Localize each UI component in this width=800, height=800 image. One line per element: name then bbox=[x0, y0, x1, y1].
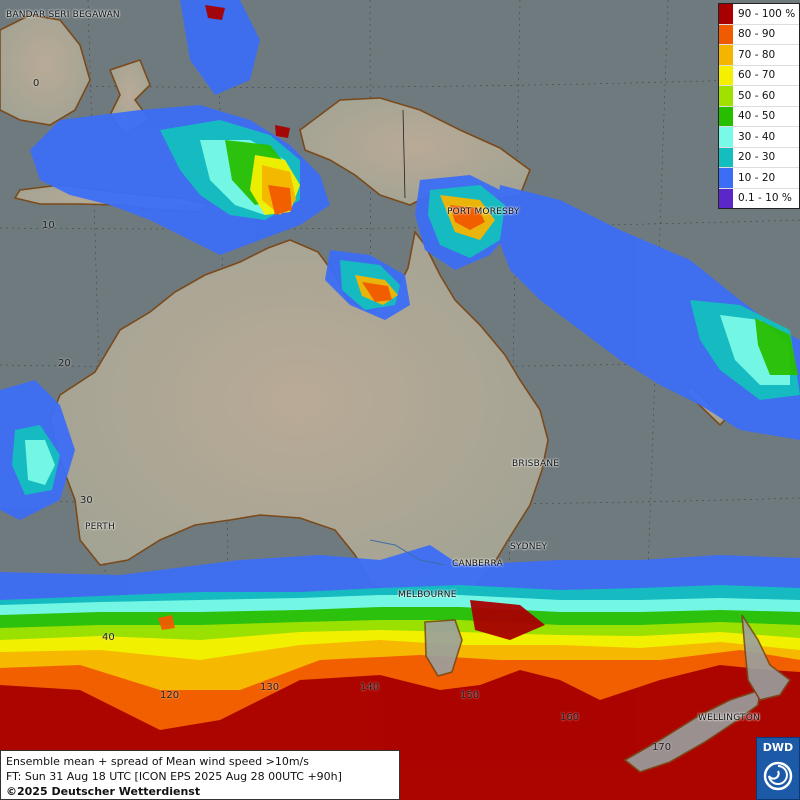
legend-swatch bbox=[719, 127, 733, 147]
place-bandar-seri-begawan: BANDAR SERI BEGAWAN bbox=[6, 10, 120, 20]
info-forecast-time: FT: Sun 31 Aug 18 UTC [ICON EPS 2025 Aug… bbox=[6, 770, 342, 783]
legend-swatch bbox=[719, 45, 733, 65]
place-perth: PERTH bbox=[85, 522, 115, 532]
legend-swatch bbox=[719, 188, 733, 208]
place-brisbane: BRISBANE bbox=[512, 459, 560, 469]
info-copyright: ©2025 Deutscher Wetterdienst bbox=[6, 785, 201, 798]
lon-label-130: 130 bbox=[260, 682, 280, 693]
legend-row: 70 - 80 bbox=[719, 45, 799, 66]
lat-label-20: 20 bbox=[58, 358, 71, 369]
legend-row: 50 - 60 bbox=[719, 86, 799, 107]
lat-label-40: 40 bbox=[102, 632, 115, 643]
dwd-logo-text: DWD bbox=[762, 741, 794, 754]
lat-label-30: 30 bbox=[80, 495, 93, 506]
legend: 90 - 100 % 80 - 90 70 - 80 60 - 70 50 - 60 40… bbox=[718, 3, 800, 209]
river bbox=[369, 539, 446, 566]
legend-label: 30 - 40 bbox=[738, 130, 776, 143]
legend-row: 80 - 90 bbox=[719, 24, 799, 45]
legend-row: 10 - 20 bbox=[719, 168, 799, 189]
australia bbox=[49, 230, 549, 607]
borneo bbox=[0, 14, 91, 126]
legend-row: 40 - 50 bbox=[719, 106, 799, 127]
legend-row: 20 - 30 bbox=[719, 147, 799, 168]
legend-label: 70 - 80 bbox=[738, 48, 776, 61]
legend-swatch bbox=[719, 4, 733, 24]
legend-label: 40 - 50 bbox=[738, 110, 776, 123]
state-border bbox=[402, 109, 406, 199]
legend-swatch bbox=[719, 168, 733, 188]
legend-row: 30 - 40 bbox=[719, 127, 799, 148]
legend-row: 0.1 - 10 % bbox=[719, 188, 799, 208]
place-canberra: CANBERRA bbox=[452, 559, 503, 569]
legend-label: 60 - 70 bbox=[738, 69, 776, 82]
lon-label-170: 170 bbox=[652, 742, 672, 753]
land-overlay bbox=[424, 614, 792, 773]
lon-label-120: 120 bbox=[160, 690, 180, 701]
place-sydney: SYDNEY bbox=[510, 542, 548, 552]
lon-label-150: 150 bbox=[460, 690, 480, 701]
legend-swatch bbox=[719, 147, 733, 167]
legend-label: 0.1 - 10 % bbox=[738, 192, 792, 205]
info-box: Ensemble mean + spread of Mean wind spee… bbox=[0, 750, 400, 800]
info-title: Ensemble mean + spread of Mean wind spee… bbox=[6, 755, 309, 768]
legend-label: 80 - 90 bbox=[738, 28, 776, 41]
legend-row: 60 - 70 bbox=[719, 65, 799, 86]
legend-label: 50 - 60 bbox=[738, 89, 776, 102]
legend-swatch bbox=[719, 106, 733, 126]
legend-swatch bbox=[719, 86, 733, 106]
lat-label-0: 0 bbox=[33, 78, 40, 89]
legend-swatch bbox=[719, 24, 733, 44]
place-port-moresby: PORT MORESBY bbox=[447, 207, 520, 217]
legend-label: 20 - 30 bbox=[738, 151, 776, 164]
legend-label: 10 - 20 bbox=[738, 171, 776, 184]
dwd-swirl-icon bbox=[763, 761, 793, 791]
place-wellington: WELLINGTON bbox=[698, 713, 760, 723]
legend-label: 90 - 100 % bbox=[738, 7, 796, 20]
place-melbourne: MELBOURNE bbox=[398, 590, 457, 600]
lon-label-140: 140 bbox=[360, 682, 380, 693]
lon-label-160: 160 bbox=[560, 712, 580, 723]
legend-row: 90 - 100 % bbox=[719, 4, 799, 25]
legend-swatch bbox=[719, 65, 733, 85]
lat-label-10: 10 bbox=[42, 220, 55, 231]
dwd-logo: DWD bbox=[756, 737, 800, 800]
